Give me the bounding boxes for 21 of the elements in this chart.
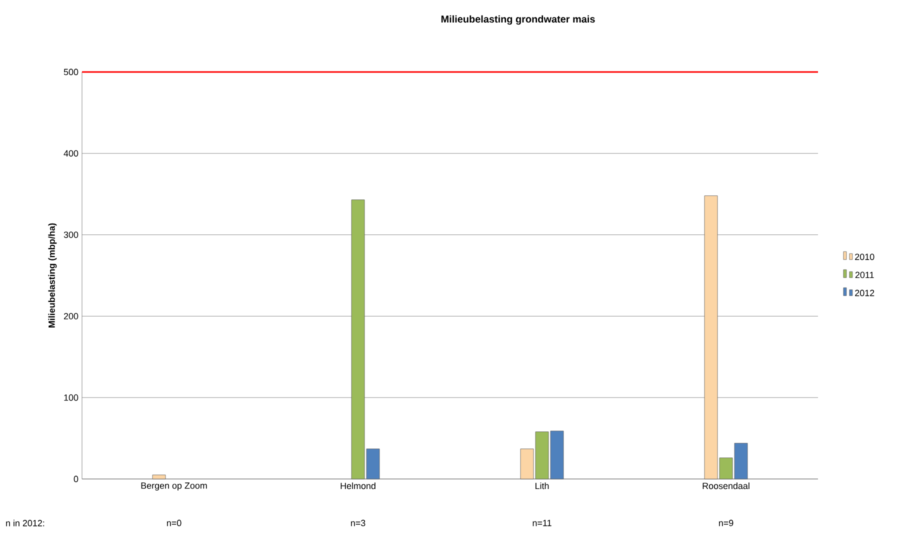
x-tick-label: Lith	[536, 482, 549, 490]
text: n=9	[718, 520, 734, 526]
y-tick-label: 400	[64, 150, 78, 157]
y-axis-title: Milieubelasting (mbp/ha)	[48, 223, 57, 328]
y-tick-label: 300	[64, 232, 78, 238]
text: n=0	[167, 520, 182, 526]
y-tick-label: 200	[64, 313, 78, 320]
text: n in 2012:	[6, 520, 44, 526]
y-tick-label: 500	[64, 68, 78, 76]
bar	[152, 474, 166, 480]
legend-label: 2011	[855, 272, 874, 278]
x-tick-label: Helmond	[340, 482, 376, 490]
legend-label: 2010	[855, 254, 874, 260]
chart-title: Milieubelasting grondwater mais	[441, 15, 595, 25]
text: n=3	[351, 520, 366, 526]
y-tick-label: 100	[64, 394, 78, 401]
legend-label: 2012	[855, 290, 874, 296]
x-tick-label: Bergen op Zoom	[141, 482, 207, 491]
y-tick-label: 0	[74, 476, 78, 482]
text: n=11	[532, 520, 552, 526]
x-tick-label: Roosendaal	[702, 482, 750, 490]
